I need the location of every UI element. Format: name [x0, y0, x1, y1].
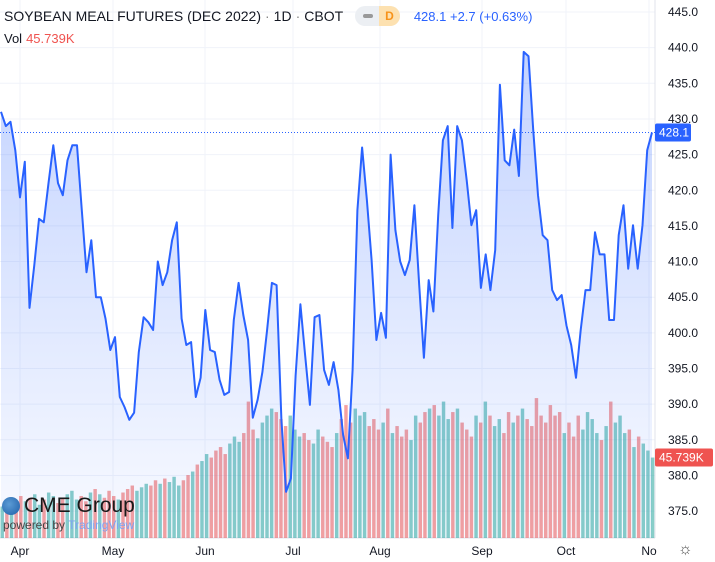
y-tick-label: 400.0: [668, 326, 698, 340]
y-tick-label: 435.0: [668, 76, 698, 90]
y-tick-label: 410.0: [668, 255, 698, 269]
y-tick-label: 375.0: [668, 504, 698, 518]
x-tick-label: Apr: [11, 544, 30, 558]
y-tick-label: 425.0: [668, 148, 698, 162]
interval[interactable]: 1D: [273, 8, 292, 24]
x-tick-label: Oct: [557, 544, 576, 558]
globe-icon: [2, 497, 20, 515]
price-change-pct: (+0.63%): [479, 8, 533, 24]
sun-gear-icon[interactable]: ☼: [678, 541, 693, 558]
x-tick-label: Jul: [285, 544, 300, 558]
exchange: CBOT: [304, 8, 344, 24]
x-tick-label: May: [102, 544, 125, 558]
y-tick-label: 420.0: [668, 183, 698, 197]
volume-bar: [650, 457, 655, 538]
price-change: +2.7: [449, 8, 476, 24]
minus-icon: [363, 14, 374, 18]
y-tick-label: 385.0: [668, 433, 698, 447]
market-status-badge[interactable]: D: [355, 6, 400, 26]
y-tick-label: 445.0: [668, 5, 698, 19]
symbol-title: SOYBEAN MEAL FUTURES (DEC 2022): [4, 8, 261, 24]
x-tick-label: Jun: [195, 544, 214, 558]
x-tick-label: Aug: [369, 544, 390, 558]
last-price: 428.1: [413, 8, 447, 24]
y-tick-label: 440.0: [668, 41, 698, 55]
last-volume-badge-label: 45.739K: [659, 451, 704, 465]
quote: 428.1 +2.7 (+0.63%): [414, 9, 533, 24]
last-volume-badge: [655, 448, 713, 467]
y-tick-label: 405.0: [668, 290, 698, 304]
price-area: [1, 51, 652, 539]
y-tick-label: 395.0: [668, 362, 698, 376]
last-price-badge-label: 428.1: [659, 125, 689, 139]
y-tick-label: 415.0: [668, 219, 698, 233]
cme-logo[interactable]: CME Group: [2, 494, 135, 518]
price-line: [0, 50, 653, 493]
y-tick-label: 430.0: [668, 112, 698, 126]
powered-by[interactable]: powered by TradingView: [3, 518, 135, 532]
y-tick-label: 390.0: [668, 397, 698, 411]
tradingview-link[interactable]: TradingView: [68, 518, 135, 532]
y-tick-label: 380.0: [668, 468, 698, 482]
volume-value: 45.739K: [26, 31, 75, 46]
x-tick-label: Sep: [471, 544, 493, 558]
chart-header: SOYBEAN MEAL FUTURES (DEC 2022) · 1D · C…: [4, 6, 533, 26]
x-tick-label: No: [641, 544, 657, 558]
last-price-badge: [655, 123, 691, 142]
volume-legend: Vol 45.739K: [4, 31, 75, 46]
